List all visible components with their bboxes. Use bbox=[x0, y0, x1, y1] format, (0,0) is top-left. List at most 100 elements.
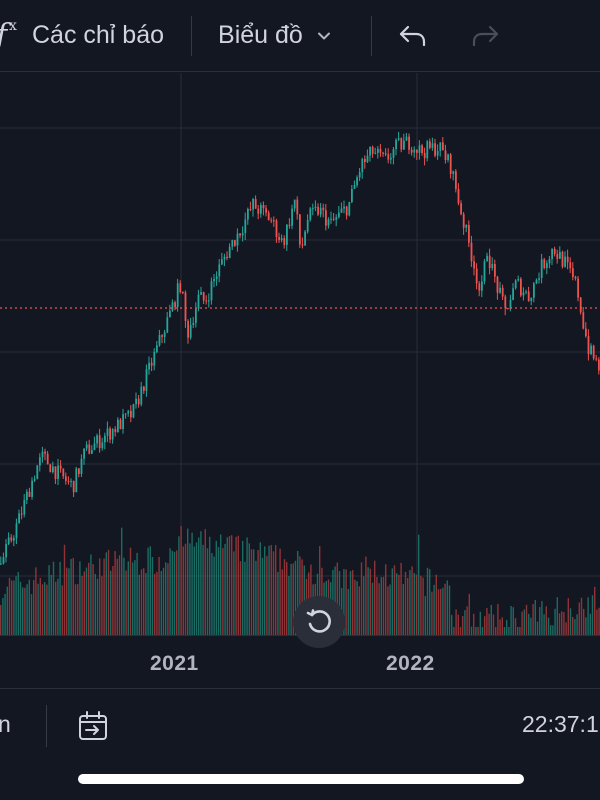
candle-body bbox=[353, 185, 356, 189]
candle-body bbox=[44, 451, 46, 454]
volume-bar bbox=[281, 569, 283, 635]
volume-bar bbox=[149, 546, 151, 635]
candle-body bbox=[215, 276, 218, 279]
candle-body bbox=[335, 217, 338, 220]
candle-body bbox=[273, 220, 275, 222]
fx-icon[interactable]: fx bbox=[0, 18, 17, 53]
volume-bar bbox=[209, 536, 211, 635]
calendar-goto-icon[interactable] bbox=[76, 709, 110, 743]
candle-body bbox=[517, 278, 520, 281]
volume-bar bbox=[365, 556, 367, 635]
candle-body bbox=[551, 248, 553, 259]
candle-body bbox=[559, 251, 561, 259]
candle-body bbox=[566, 256, 569, 263]
volume-bar bbox=[431, 591, 433, 635]
candle-body bbox=[2, 557, 5, 564]
candle-body bbox=[28, 491, 31, 497]
candle-body bbox=[288, 224, 291, 226]
candle-body bbox=[127, 410, 130, 414]
volume-bar bbox=[107, 549, 110, 635]
candle-body bbox=[145, 369, 148, 391]
candle-body bbox=[527, 291, 530, 301]
volume-bar bbox=[136, 552, 138, 635]
candle-body bbox=[231, 240, 234, 247]
candle-body bbox=[361, 159, 364, 173]
price-chart[interactable] bbox=[0, 73, 600, 635]
candle-body bbox=[343, 206, 345, 209]
chart-area[interactable] bbox=[0, 73, 600, 648]
candle-body bbox=[304, 231, 306, 246]
undo-button[interactable] bbox=[398, 0, 428, 71]
volume-bar bbox=[440, 589, 442, 635]
volume-bar bbox=[15, 576, 17, 635]
reset-chart-button[interactable] bbox=[293, 596, 345, 648]
volume-bar bbox=[519, 627, 521, 635]
candle-body bbox=[332, 218, 335, 220]
volume-bar bbox=[534, 600, 536, 635]
volume-bar bbox=[442, 587, 444, 635]
volume-bar bbox=[81, 576, 83, 635]
volume-bar bbox=[162, 567, 165, 635]
candle-body bbox=[36, 465, 39, 480]
volume-bar bbox=[521, 611, 523, 635]
chart-type-label: Biểu đồ bbox=[218, 21, 303, 49]
home-indicator[interactable] bbox=[78, 774, 524, 784]
volume-bar bbox=[195, 542, 198, 635]
volume-bar bbox=[486, 608, 488, 635]
indicators-button[interactable]: Các chỉ báo bbox=[32, 0, 164, 71]
time-axis[interactable]: 2021 2022 bbox=[0, 635, 600, 687]
volume-bar bbox=[468, 593, 470, 635]
candle-body bbox=[481, 281, 483, 291]
volume-bar bbox=[389, 584, 391, 635]
candle-body bbox=[239, 233, 241, 236]
volume-bar bbox=[585, 617, 587, 635]
volume-bar bbox=[477, 627, 479, 635]
volume-bar bbox=[127, 561, 129, 635]
candle-body bbox=[254, 199, 257, 209]
chart-type-button[interactable]: Biểu đồ bbox=[218, 0, 331, 71]
volume-bar bbox=[250, 549, 253, 635]
candle-body bbox=[382, 152, 384, 154]
candle-body bbox=[577, 278, 579, 298]
candle-body bbox=[325, 210, 327, 226]
candle-body bbox=[535, 279, 538, 284]
volume-bar bbox=[275, 545, 277, 635]
date-range-button[interactable]: n bbox=[0, 711, 11, 737]
volume-bar bbox=[525, 604, 528, 635]
volume-bar bbox=[404, 571, 407, 635]
volume-bar bbox=[158, 556, 160, 635]
candle-body bbox=[579, 297, 582, 313]
volume-bar bbox=[561, 611, 563, 635]
volume-bar bbox=[369, 568, 371, 635]
volume-bar bbox=[222, 548, 224, 635]
volume-bar bbox=[52, 561, 55, 635]
volume-bar bbox=[11, 580, 13, 635]
candle-body bbox=[132, 404, 135, 418]
candle-body bbox=[540, 259, 543, 278]
candle-body bbox=[205, 300, 208, 302]
candle-body bbox=[41, 451, 44, 458]
candle-body bbox=[366, 155, 369, 162]
candle-body bbox=[390, 157, 392, 160]
redo-icon bbox=[472, 25, 498, 46]
volume-bar bbox=[22, 587, 24, 635]
volume-bar bbox=[112, 566, 114, 635]
volume-bar bbox=[462, 616, 464, 635]
volume-bar bbox=[259, 542, 261, 635]
volume-bar bbox=[547, 617, 550, 635]
candle-body bbox=[234, 240, 236, 246]
candle-body bbox=[319, 207, 322, 215]
candle-body bbox=[179, 283, 182, 293]
volume-bar bbox=[217, 547, 220, 635]
volume-bar bbox=[132, 562, 134, 635]
candle-body bbox=[595, 358, 598, 360]
candle-body bbox=[252, 199, 254, 210]
volume-bar bbox=[479, 611, 481, 635]
volume-bar bbox=[63, 544, 66, 635]
volume-bar bbox=[435, 574, 437, 635]
redo-button[interactable] bbox=[470, 0, 500, 71]
volume-bar bbox=[563, 612, 565, 635]
volume-bar bbox=[345, 569, 347, 635]
candle-body bbox=[587, 336, 590, 354]
volume-bar bbox=[215, 540, 217, 635]
